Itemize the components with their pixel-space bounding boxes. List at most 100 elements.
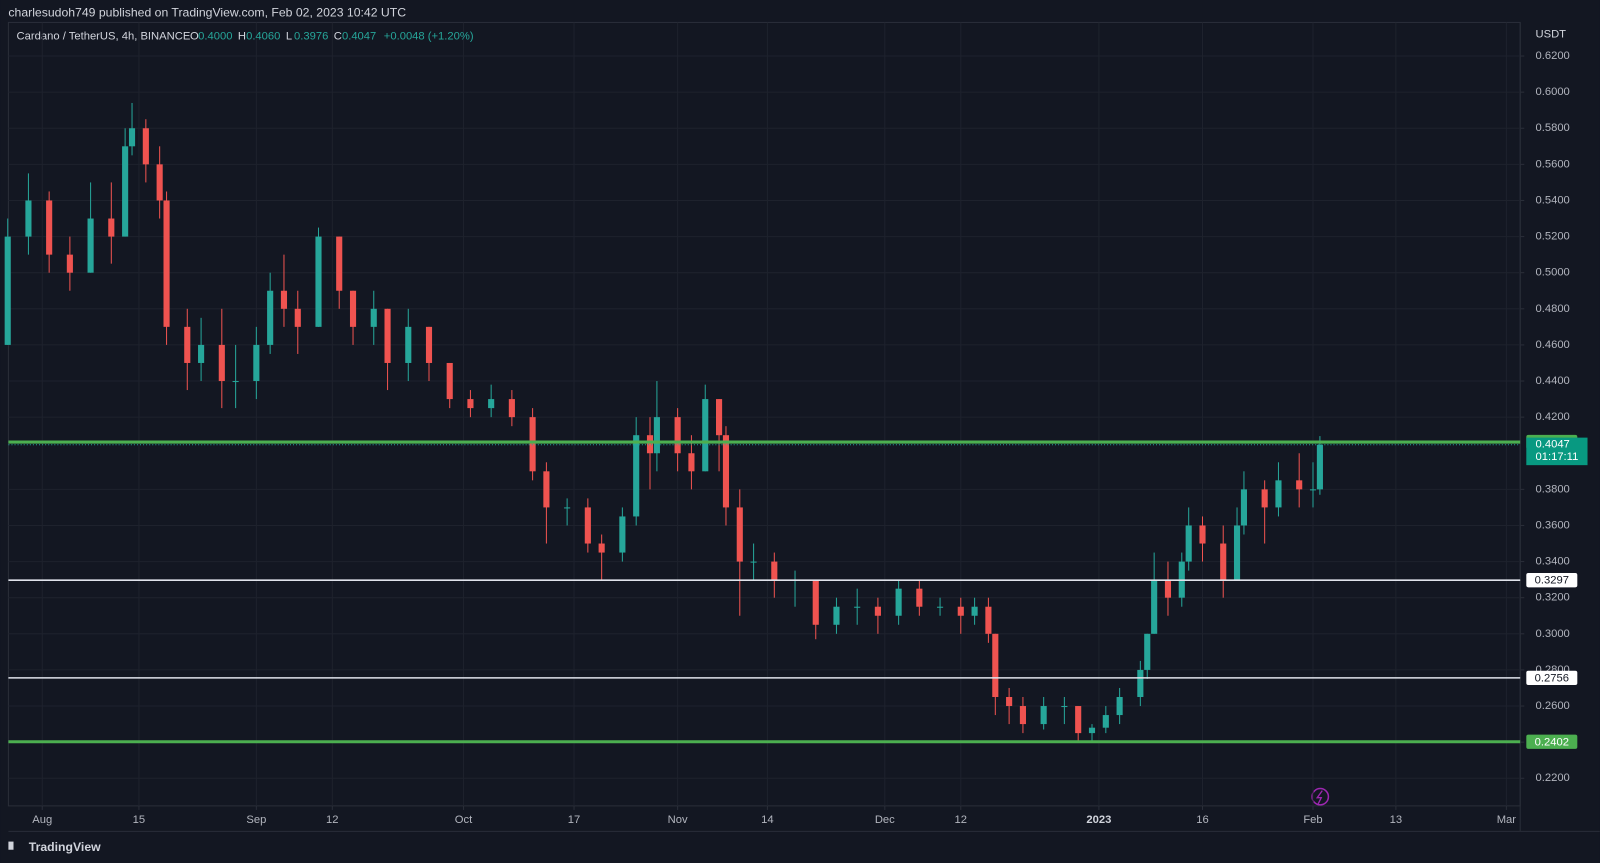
candle-body <box>598 543 605 553</box>
candle <box>564 498 571 526</box>
level-label-box <box>1526 670 1578 686</box>
candle <box>1164 561 1172 616</box>
candle-body <box>619 516 626 553</box>
legend-key: H <box>238 31 246 43</box>
chart-title: Cardano / TetherUS, 4h, BINANCE <box>17 31 191 43</box>
candle-body <box>184 326 191 363</box>
candle-body <box>384 308 391 363</box>
candle <box>957 597 964 634</box>
candle-body <box>716 399 723 436</box>
candle <box>1006 687 1013 725</box>
candle-body <box>253 344 260 382</box>
candle <box>985 597 992 643</box>
candle <box>122 128 129 237</box>
legend-key: C <box>334 31 342 43</box>
y-tick-label: 0.6200 <box>1535 50 1569 62</box>
footer: TradingView <box>29 840 101 854</box>
candle-body <box>1185 525 1192 562</box>
x-tick-label: Aug <box>32 814 52 826</box>
y-tick-label: 0.3800 <box>1535 483 1569 495</box>
candle-body <box>46 200 53 255</box>
candle-body <box>564 507 571 509</box>
candle-body <box>1240 489 1247 526</box>
candle <box>349 290 357 345</box>
candle-body <box>156 164 163 201</box>
candle-body <box>674 417 681 454</box>
candle <box>716 399 723 472</box>
level-label-box <box>1526 734 1578 749</box>
candle-body <box>336 236 343 291</box>
grid <box>8 22 1521 806</box>
x-tick-label: Oct <box>455 814 473 826</box>
candle-body <box>750 561 757 563</box>
candle-body <box>315 236 322 327</box>
legend-value: 0.4047 <box>342 31 376 43</box>
candle <box>370 290 377 345</box>
candle-body <box>425 326 433 363</box>
candle-body <box>1316 444 1323 490</box>
candle-body <box>25 200 32 237</box>
candle <box>198 317 205 382</box>
publisher: charlesudoh749 published on TradingView.… <box>8 5 406 19</box>
candle <box>750 543 757 580</box>
candle-body <box>833 606 840 625</box>
x-tick-label: 15 <box>133 814 145 826</box>
candle <box>1233 507 1241 580</box>
candle <box>674 408 681 472</box>
candle <box>46 191 53 273</box>
candle-body <box>467 399 474 409</box>
candle-body <box>688 453 695 472</box>
y-tick-label: 0.5000 <box>1535 267 1569 279</box>
candle <box>916 579 923 616</box>
candle <box>1309 462 1317 508</box>
level-label: 0.2756 <box>1535 672 1569 684</box>
candle-body <box>508 399 515 418</box>
candle <box>874 597 881 634</box>
pane <box>7 21 1521 807</box>
candle <box>1061 696 1068 725</box>
x-tick-label: 16 <box>1196 814 1208 826</box>
candle-body <box>370 308 377 327</box>
candle <box>1019 696 1026 734</box>
candle-body <box>543 471 550 508</box>
candle <box>771 552 778 598</box>
candle-body <box>854 606 861 608</box>
y-tick-label: 0.3400 <box>1535 556 1569 568</box>
candle <box>508 390 515 427</box>
candle <box>584 498 591 553</box>
candle-body <box>1233 525 1241 580</box>
candle <box>1296 453 1303 508</box>
candle-body <box>349 290 357 327</box>
candle <box>25 173 32 255</box>
legend-value: 0.4060 <box>246 31 280 43</box>
candle <box>812 579 819 640</box>
candle <box>218 308 225 409</box>
candle <box>4 218 11 345</box>
candle <box>543 462 550 544</box>
legend-key: L <box>286 31 292 43</box>
x-tick-label: 14 <box>761 814 773 826</box>
level-label: 0.3297 <box>1535 575 1569 587</box>
candle-body <box>992 633 999 697</box>
candle <box>619 507 626 562</box>
legend-key: O <box>190 31 199 43</box>
y-tick-label: 0.5800 <box>1535 122 1569 134</box>
candle-body <box>1151 579 1158 634</box>
candle <box>688 435 695 490</box>
candle <box>488 384 495 418</box>
x-tick-label: 17 <box>568 814 580 826</box>
candle <box>142 119 149 183</box>
candle <box>1316 436 1323 495</box>
candle <box>971 597 978 625</box>
candle <box>315 227 322 327</box>
candle-body <box>971 606 978 616</box>
candle-body <box>646 435 654 454</box>
y-tick-label: 0.3000 <box>1535 628 1569 640</box>
candle-body <box>1088 727 1096 734</box>
x-tick-label: Mar <box>1497 814 1517 826</box>
candle-body <box>108 218 115 237</box>
candle-body <box>142 128 149 165</box>
x-tick-label: Feb <box>1303 814 1322 826</box>
x-tick-label: 2023 <box>1086 814 1111 826</box>
